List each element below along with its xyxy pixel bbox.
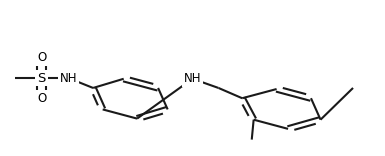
- Text: S: S: [37, 71, 46, 85]
- Text: O: O: [37, 51, 46, 64]
- Text: NH: NH: [184, 72, 201, 85]
- Text: NH: NH: [60, 71, 77, 85]
- Text: O: O: [37, 92, 46, 105]
